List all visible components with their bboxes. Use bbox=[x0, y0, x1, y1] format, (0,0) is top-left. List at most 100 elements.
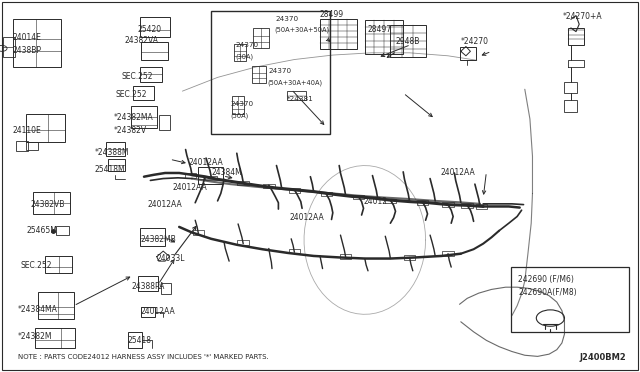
Text: 242690 (F/M6): 242690 (F/M6) bbox=[518, 275, 574, 284]
Text: (50A): (50A) bbox=[230, 112, 249, 119]
Text: SEC.252: SEC.252 bbox=[20, 262, 52, 270]
Bar bbox=[237, 181, 249, 185]
Text: 24388PA: 24388PA bbox=[131, 282, 164, 291]
Bar bbox=[417, 200, 428, 205]
Bar bbox=[252, 66, 266, 83]
Bar bbox=[568, 28, 584, 45]
Bar bbox=[16, 141, 28, 151]
Bar bbox=[461, 203, 473, 208]
Bar bbox=[141, 307, 155, 317]
Text: (50A+30A+50A): (50A+30A+50A) bbox=[274, 26, 329, 33]
Bar bbox=[287, 91, 306, 100]
Bar bbox=[108, 159, 125, 171]
Bar bbox=[45, 256, 72, 273]
Bar bbox=[26, 142, 38, 150]
Text: 25418: 25418 bbox=[128, 336, 152, 345]
Text: *24382V: *24382V bbox=[114, 126, 147, 135]
Bar bbox=[460, 47, 476, 60]
Bar bbox=[564, 100, 577, 112]
Bar bbox=[185, 173, 196, 178]
Bar bbox=[128, 332, 142, 348]
Text: 24033L: 24033L bbox=[157, 254, 186, 263]
Text: 24370: 24370 bbox=[236, 42, 259, 48]
Bar bbox=[131, 106, 157, 128]
Bar bbox=[211, 11, 330, 134]
Text: 24370: 24370 bbox=[269, 68, 292, 74]
Bar bbox=[198, 167, 223, 184]
Text: (30A): (30A) bbox=[236, 53, 253, 60]
Bar bbox=[340, 254, 351, 259]
Bar bbox=[365, 20, 403, 54]
Bar bbox=[385, 199, 396, 203]
Bar bbox=[404, 255, 415, 260]
Text: 24382MB: 24382MB bbox=[141, 235, 177, 244]
Bar bbox=[263, 184, 275, 188]
Bar bbox=[511, 267, 629, 332]
Bar bbox=[141, 42, 168, 60]
Bar bbox=[253, 28, 269, 48]
Text: 24012AA: 24012AA bbox=[147, 200, 182, 209]
Text: 24012AA: 24012AA bbox=[141, 307, 175, 316]
Text: 24370: 24370 bbox=[275, 16, 298, 22]
Bar bbox=[38, 292, 74, 319]
Bar bbox=[234, 44, 246, 61]
Bar bbox=[390, 25, 426, 57]
Text: 24382VB: 24382VB bbox=[31, 200, 65, 209]
Bar bbox=[106, 142, 125, 156]
Text: 25418M: 25418M bbox=[95, 165, 125, 174]
Bar bbox=[140, 17, 170, 37]
Text: *24270: *24270 bbox=[461, 37, 489, 46]
Bar bbox=[13, 19, 61, 67]
Text: 24012AA: 24012AA bbox=[440, 169, 475, 177]
Text: 242690A(F/M8): 242690A(F/M8) bbox=[518, 288, 577, 296]
Bar bbox=[237, 240, 249, 245]
Text: 25420: 25420 bbox=[138, 25, 162, 34]
Bar bbox=[140, 67, 162, 82]
Text: *24388M: *24388M bbox=[95, 148, 129, 157]
Text: J2400BM2: J2400BM2 bbox=[579, 353, 626, 362]
Text: 24012AA: 24012AA bbox=[290, 213, 324, 222]
Bar bbox=[476, 204, 487, 209]
Bar bbox=[205, 176, 217, 180]
Text: 28499: 28499 bbox=[320, 10, 344, 19]
Text: *24382M: *24382M bbox=[18, 332, 52, 341]
Bar bbox=[353, 195, 364, 199]
Bar bbox=[140, 228, 165, 246]
Bar bbox=[320, 19, 357, 49]
Text: 24370: 24370 bbox=[230, 101, 253, 107]
Text: 24014E: 24014E bbox=[13, 33, 42, 42]
Bar bbox=[133, 86, 154, 100]
Text: 24012AA: 24012AA bbox=[173, 183, 207, 192]
Bar bbox=[564, 82, 577, 93]
Text: SEC.252: SEC.252 bbox=[115, 90, 147, 99]
Text: 2948B: 2948B bbox=[396, 37, 420, 46]
Text: *24270+A: *24270+A bbox=[563, 12, 603, 21]
Bar bbox=[3, 37, 15, 57]
Bar bbox=[442, 251, 454, 256]
Bar bbox=[159, 115, 170, 130]
Text: 28497: 28497 bbox=[368, 25, 392, 34]
Text: *24381: *24381 bbox=[287, 96, 314, 102]
Text: 24110E: 24110E bbox=[13, 126, 42, 135]
Text: 24012: 24012 bbox=[364, 197, 388, 206]
Text: SEC.252: SEC.252 bbox=[122, 72, 153, 81]
Bar bbox=[56, 226, 69, 235]
Bar bbox=[193, 230, 204, 235]
Bar bbox=[442, 202, 454, 207]
Bar bbox=[35, 328, 75, 348]
Text: 24384M: 24384M bbox=[211, 169, 242, 177]
Bar bbox=[289, 188, 300, 193]
Text: *24382MA: *24382MA bbox=[114, 113, 154, 122]
Bar bbox=[232, 96, 244, 114]
Text: 24012AA: 24012AA bbox=[189, 158, 223, 167]
Bar bbox=[161, 283, 171, 294]
Bar bbox=[289, 249, 300, 253]
Text: NOTE : PARTS CODE24012 HARNESS ASSY INCLUDES '*' MARKED PARTS.: NOTE : PARTS CODE24012 HARNESS ASSY INCL… bbox=[18, 354, 269, 360]
Text: *24384MA: *24384MA bbox=[18, 305, 58, 314]
Bar bbox=[321, 192, 332, 196]
Text: 2438BP: 2438BP bbox=[13, 46, 42, 55]
Bar bbox=[33, 192, 70, 214]
Text: (50A+30A+40A): (50A+30A+40A) bbox=[268, 79, 323, 86]
Text: 24382VA: 24382VA bbox=[125, 36, 159, 45]
Bar bbox=[138, 276, 158, 291]
